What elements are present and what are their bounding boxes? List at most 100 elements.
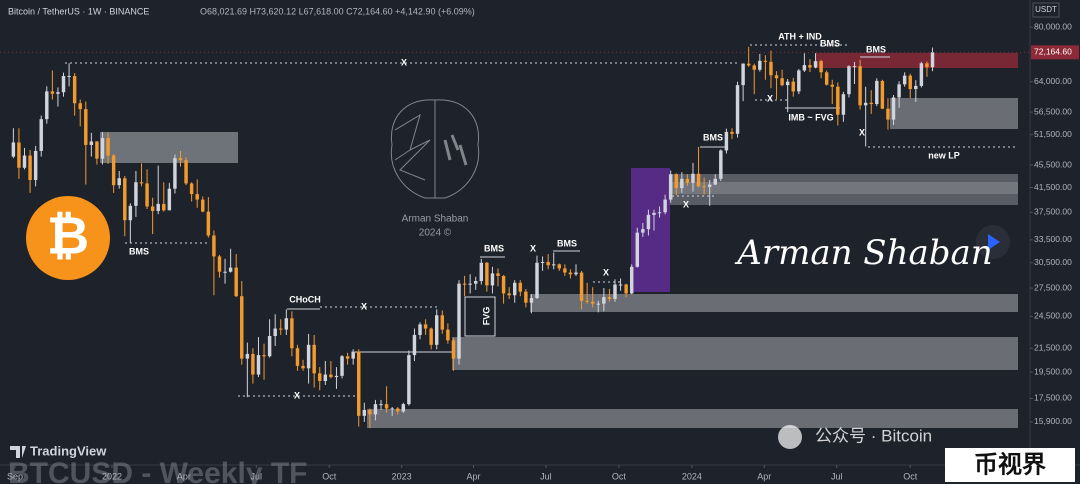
- candle-body: [869, 102, 873, 105]
- candle-body: [685, 178, 690, 183]
- candle-body: [329, 374, 333, 378]
- x-tick-label: Jul: [540, 471, 552, 481]
- candle-body: [284, 318, 289, 330]
- candle-body: [596, 303, 601, 305]
- candle-body: [585, 300, 589, 302]
- levels: [65, 44, 1018, 397]
- candle-body: [446, 329, 450, 341]
- candle-body: [33, 150, 38, 180]
- price-axis: [1030, 0, 1080, 484]
- candle-body: [746, 63, 751, 66]
- y-tick-label: 45,500.00: [1034, 159, 1072, 169]
- candle-body: [201, 199, 205, 212]
- play-icon[interactable]: [988, 234, 1000, 250]
- annotation: BMS: [703, 132, 723, 142]
- candle-body: [290, 318, 294, 349]
- candle-body: [134, 182, 138, 206]
- candle-body: [847, 66, 851, 95]
- candle-body: [696, 173, 701, 187]
- candle-body: [462, 283, 467, 285]
- y-tick-label: 30,500.00: [1034, 257, 1072, 267]
- candle-body: [808, 65, 812, 68]
- candle-body: [128, 205, 133, 221]
- x-tick-label: Oct: [903, 471, 918, 481]
- candle-body: [373, 404, 378, 415]
- candle-body: [769, 61, 773, 76]
- candle-body: [702, 186, 706, 188]
- candle-body: [713, 178, 717, 185]
- candle-body: [557, 264, 562, 269]
- candle-body: [61, 76, 66, 93]
- candle-body: [362, 409, 367, 416]
- annotation: BMS: [557, 238, 577, 248]
- site-badge: 币视界: [974, 451, 1046, 478]
- candle-body: [507, 293, 511, 296]
- x-tick-label: 2023: [392, 471, 412, 481]
- candle-body: [39, 119, 43, 151]
- candle-body: [902, 75, 907, 85]
- candle-body: [813, 61, 818, 68]
- zone: [367, 409, 1018, 428]
- annotation: IMB ~ FVG: [788, 112, 833, 122]
- candle-body: [384, 404, 389, 409]
- zone: [890, 98, 1018, 129]
- y-tick-label: 19,500.00: [1034, 366, 1072, 376]
- candle-body: [668, 174, 673, 200]
- candle-body: [468, 283, 472, 285]
- candle-body: [318, 373, 322, 381]
- candle-body: [334, 375, 339, 378]
- y-tick-label: 37,500.00: [1034, 207, 1072, 217]
- annotation: BMS: [866, 44, 886, 54]
- y-tick-label: 41,500.00: [1034, 182, 1072, 192]
- annotation: X: [530, 243, 536, 253]
- zone: [530, 294, 1018, 312]
- x-tick-label: Oct: [322, 471, 337, 481]
- candle-body: [590, 301, 595, 304]
- candle-body: [412, 334, 417, 356]
- candle-body: [56, 92, 60, 94]
- candle-body: [390, 408, 394, 410]
- candle-body: [568, 272, 573, 275]
- wechat-watermark: 公众号 · Bitcoin: [815, 426, 932, 445]
- candle-body: [914, 85, 918, 90]
- tradingview: TradingView: [30, 443, 107, 458]
- x-tick-label: Sep: [7, 471, 23, 481]
- candle-body: [680, 178, 684, 189]
- logo-shape: [394, 113, 431, 181]
- candle-body: [479, 262, 484, 282]
- candle-body: [189, 183, 194, 195]
- candle-body: [891, 97, 896, 120]
- candle-body: [306, 344, 311, 369]
- candle-body: [407, 355, 411, 405]
- candle-body: [28, 155, 32, 180]
- fvg-box: [464, 296, 496, 337]
- candle-body: [368, 409, 372, 415]
- y-tick-label: 51,500.00: [1034, 129, 1072, 139]
- candle-body: [880, 80, 885, 109]
- candle-body: [178, 158, 183, 161]
- badge-box: [945, 448, 1075, 482]
- annotation: X: [401, 57, 407, 67]
- candle-body: [629, 266, 634, 294]
- author-year: 2024 ©: [419, 228, 452, 239]
- y-tick-label: 27,500.00: [1034, 282, 1072, 292]
- candle-body: [423, 324, 428, 329]
- annotation: X: [361, 301, 367, 311]
- candle-body: [72, 76, 77, 104]
- candle-body: [357, 351, 361, 416]
- candle-body: [340, 356, 344, 376]
- candle-body: [256, 355, 261, 375]
- annotation: BMS: [484, 243, 504, 253]
- candle-body: [206, 211, 211, 236]
- candle-body: [551, 264, 556, 266]
- candle-body: [579, 272, 584, 301]
- candle-body: [496, 273, 500, 276]
- candle-body: [89, 141, 94, 145]
- candle-body: [251, 353, 255, 375]
- candle-body: [908, 75, 912, 90]
- candle-body: [529, 298, 534, 303]
- candle-body: [540, 261, 545, 263]
- annotation: ATH + IND: [778, 31, 822, 41]
